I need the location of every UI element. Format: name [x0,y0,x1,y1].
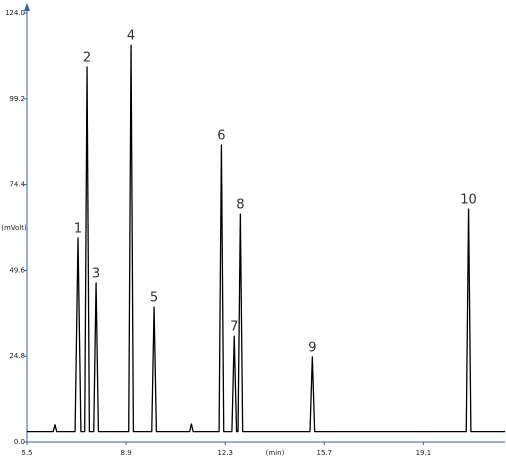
peak-label: 10 [460,193,477,208]
y-tick-label: 24.8 [9,352,25,360]
y-axis-arrow [24,3,30,11]
peak-label: 7 [230,320,238,335]
y-tick-label: 49.6 [9,266,25,274]
x-tick-label: 15.7 [316,449,332,457]
peak-label: 5 [150,291,158,306]
peak-label: 8 [236,198,244,213]
x-axis-label: (min) [266,449,285,457]
y-tick-label: 99.2 [9,95,25,103]
peak-label: 6 [217,129,225,144]
x-tick-label: 8.9 [121,449,132,457]
x-tick-label: 19.1 [416,449,432,457]
peak-label: 2 [83,50,91,65]
x-tick-label: 5.5 [21,449,32,457]
x-tick-label: 12.3 [217,449,233,457]
peak-label: 9 [308,340,316,355]
y-tick-label: 74.4 [9,181,25,189]
trace [27,44,505,433]
y-tick-label: 124.0 [5,9,25,17]
y-axis-label: (mVolt) [1,224,27,232]
peak-label: 3 [92,266,100,281]
peak-label: 4 [127,29,135,44]
y-tick-label: 0.0 [14,438,25,446]
peak-label: 1 [74,221,82,236]
